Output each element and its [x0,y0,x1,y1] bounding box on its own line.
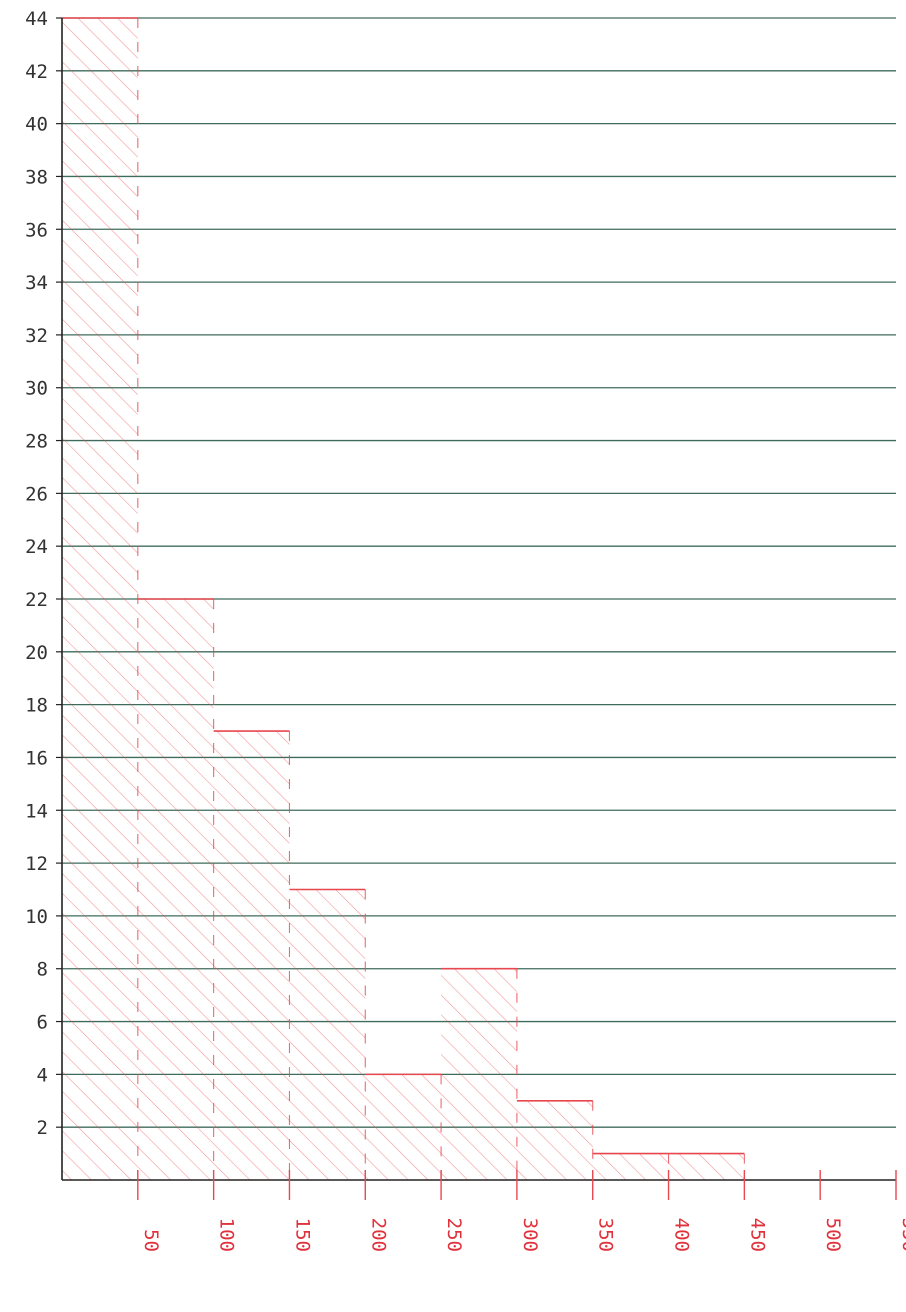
x-tick-label-50: 50 [140,1229,162,1252]
y-tick-label-10: 10 [25,906,48,928]
y-tick-label-18: 18 [25,695,48,717]
y-tick-label-8: 8 [37,959,48,981]
y-tick-label-20: 20 [25,642,48,664]
y-tick-label-40: 40 [25,114,48,136]
bar-250-300 [441,968,517,1180]
y-tick-label-30: 30 [25,378,48,400]
x-tick-labels: 50 100 150 200 250 300 350 400 450 500 550 [140,1218,906,1252]
bar-300-350 [516,1100,593,1180]
y-tick-label-2: 2 [37,1117,48,1139]
bars [62,17,745,1180]
y-tick-label-24: 24 [25,536,48,558]
bar-150-200 [289,889,366,1180]
bar-100-150 [213,731,290,1180]
y-tick-label-6: 6 [37,1012,48,1034]
axes [56,17,897,1200]
y-tick-label-16: 16 [25,747,48,769]
x-tick-label-350: 350 [595,1218,617,1252]
x-tick-label-500: 500 [822,1218,844,1252]
bar-0-50 [62,18,138,1180]
bar-200-250 [365,1074,442,1180]
x-tick-label-550: 550 [898,1218,906,1252]
y-tick-label-14: 14 [25,800,48,822]
x-tick-label-400: 400 [671,1218,693,1252]
bar-50-100 [137,599,214,1180]
x-tick-label-150: 150 [291,1218,313,1252]
y-tick-label-44: 44 [25,8,48,30]
y-tick-label-36: 36 [25,219,48,241]
y-tick-label-26: 26 [25,483,48,505]
y-tick-label-32: 32 [25,325,48,347]
y-tick-label-42: 42 [25,61,48,83]
y-tick-label-28: 28 [25,431,48,453]
bar-400-450 [668,1153,745,1180]
x-tick-label-100: 100 [216,1218,238,1252]
x-tick-label-200: 200 [367,1218,389,1252]
y-tick-label-38: 38 [25,166,48,188]
y-tick-label-4: 4 [37,1064,48,1086]
y-tick-label-22: 22 [25,589,48,611]
x-tick-label-250: 250 [443,1218,465,1252]
x-tick-label-300: 300 [519,1218,541,1252]
bar-350-400 [592,1153,669,1180]
y-tick-label-34: 34 [25,272,48,294]
x-tick-label-450: 450 [746,1218,768,1252]
y-tick-label-12: 12 [25,853,48,875]
